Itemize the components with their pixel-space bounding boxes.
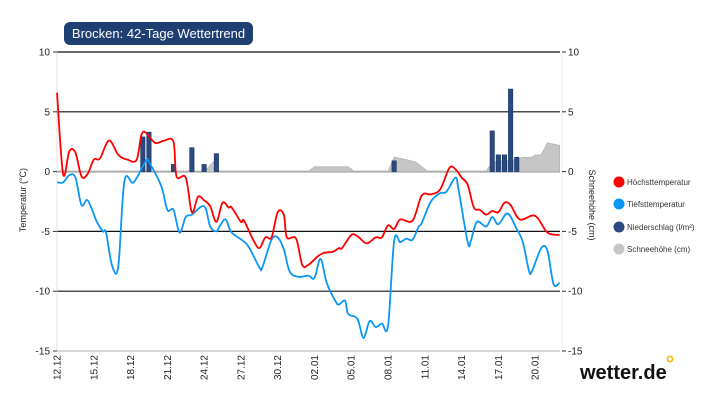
precipitation-bar [514,156,520,172]
title-background [64,22,253,45]
legend-label: Schneehöhe (cm) [627,245,690,254]
left-tick-label: -5 [41,227,50,238]
right-tick-label: -10 [568,287,583,298]
x-tick-label: 05.01 [347,355,358,380]
x-tick-label: 17.01 [494,355,505,380]
x-tick-label: 27.12 [236,355,247,380]
x-tick-label: 24.12 [200,355,211,380]
temperature-lines [56,92,561,339]
precipitation-bar [495,154,501,172]
right-tick-label: 0 [568,167,574,178]
x-tick-label: 20.01 [531,355,542,380]
legend-item-precip[interactable]: Niederschlag (l/m²) [613,221,695,233]
x-tick-label: 12.12 [53,355,64,380]
title-badge: Brocken: 42-Tage Wettertrend [64,22,253,45]
gridlines [56,51,563,352]
max-temperature-line [56,92,560,269]
right-tick-label: 5 [568,107,574,118]
min-temperature-line [56,157,561,339]
right-axis-label: Schneehöhe (cm) [587,169,597,240]
legend-dot-navy-icon [613,221,625,233]
precipitation-bar [501,154,507,172]
x-tick-label: 21.12 [163,355,174,380]
precipitation-bar [508,88,514,172]
precipitation-bar [140,136,146,172]
legend-label: Tiefsttemperatur [627,200,685,209]
x-tick-label: 15.12 [89,355,100,380]
logo-text: wetter.de [579,362,667,384]
x-tick-label: 14.01 [457,355,468,380]
logo-dot-icon [666,355,674,363]
x-axis-ticks: 12.12 15.12 18.12 21.12 24.12 27.12 30.12 02.01… [53,355,542,380]
snow-depth-area [57,142,561,172]
legend-dot-blue-icon [613,198,625,210]
legend-label: Höchsttemperatur [627,178,691,187]
legend-item-snow[interactable]: Schneehöhe (cm) [613,243,691,255]
left-tick-label: 0 [44,167,50,178]
precipitation-bar [213,153,219,172]
right-axis-ticks: 10 5 0 -5 -10 -15 [562,48,583,358]
x-tick-label: 18.12 [126,355,137,380]
precipitation-bar [189,147,195,172]
legend: Höchsttemperatur Tiefsttemperatur Nieder… [613,176,695,255]
legend-dot-gray-icon [613,243,625,255]
right-tick-label: -5 [568,227,577,238]
precipitation-bar [146,131,152,172]
x-tick-label: 11.01 [420,355,431,380]
left-axis-label: Temperatur (°C) [18,168,28,232]
left-tick-label: -10 [36,287,51,298]
x-tick-label: 30.12 [273,355,284,380]
x-tick-label: 02.01 [310,355,321,380]
x-tick-label: 08.01 [384,355,395,380]
left-tick-label: 5 [44,107,50,118]
legend-item-min[interactable]: Tiefsttemperatur [613,198,686,210]
chart-title: Brocken: 42-Tage Wettertrend [72,26,245,41]
legend-item-max[interactable]: Höchsttemperatur [613,176,691,188]
wetter-de-logo: wetter.de [579,355,674,384]
right-tick-label: -15 [568,347,583,358]
left-tick-label: 10 [39,48,51,59]
legend-label: Niederschlag (l/m²) [627,223,695,232]
precipitation-bars [140,88,520,172]
precipitation-bar [391,160,397,172]
left-axis-ticks: 10 5 0 -5 -10 -15 [36,48,57,358]
left-tick-label: -15 [36,347,51,358]
snow-depth-area-shape [57,142,561,172]
precipitation-bar [201,164,207,172]
legend-dot-red-icon [613,176,625,188]
right-tick-label: 10 [568,48,580,59]
precipitation-bar [489,130,495,172]
